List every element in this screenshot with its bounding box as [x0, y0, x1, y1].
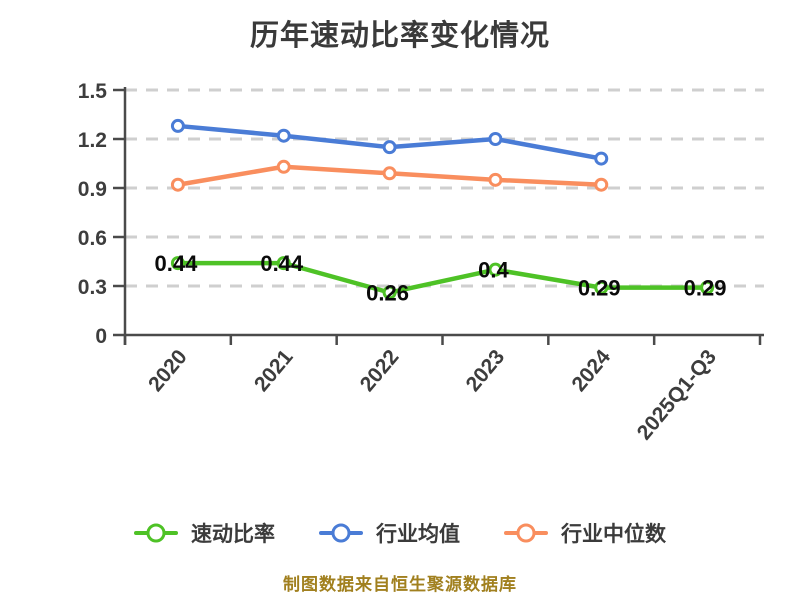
legend-label: 速动比率 — [191, 523, 275, 546]
data-point-label: 0.44 — [260, 251, 304, 276]
data-point — [382, 285, 397, 300]
legend-marker-icon — [504, 523, 548, 543]
x-tick-label: 2024 — [567, 345, 615, 396]
x-tick-label: 2022 — [356, 345, 404, 396]
y-axis: 0 0.3 0.6 0.9 1.2 1.5 — [78, 80, 127, 348]
chart-title: 历年速动比率变化情况 — [249, 20, 550, 52]
x-axis: 2020 2021 2022 2023 2024 2025Q1-Q3 — [123, 333, 764, 444]
x-tick-label: 2021 — [250, 345, 298, 396]
data-source-note: 制图数据来自恒生聚源数据库 — [283, 575, 517, 594]
legend-label: 行业均值 — [376, 523, 460, 546]
legend-item-industry-median: 行业中位数 — [504, 518, 666, 548]
data-point — [488, 172, 503, 187]
data-point — [382, 140, 397, 155]
y-tick-label: 0.9 — [78, 178, 107, 201]
data-point — [382, 166, 397, 181]
line-chart: 0 0.3 0.6 0.9 1.2 1.5 2020 2021 2022 2023 2024 2025… — [78, 80, 764, 444]
y-tick-label: 0 — [95, 325, 107, 348]
data-point-label: 0.4 — [478, 258, 509, 283]
legend: 速动比率 行业均值 行业中位数 — [0, 518, 800, 548]
data-point — [488, 262, 503, 277]
data-point — [700, 280, 715, 295]
legend-item-industry-mean: 行业均值 — [319, 518, 460, 548]
data-point — [170, 118, 185, 133]
x-tick-label: 2025Q1-Q3 — [633, 345, 721, 444]
legend-label: 行业中位数 — [561, 523, 666, 546]
y-tick-label: 0.3 — [78, 276, 107, 299]
data-point-label: 0.26 — [366, 281, 409, 306]
series-行业均值 — [170, 118, 609, 166]
x-tick-label: 2020 — [144, 345, 192, 396]
data-point — [488, 132, 503, 146]
data-point — [594, 151, 609, 166]
y-tick-label: 1.2 — [78, 129, 107, 152]
data-point-label: 0.29 — [578, 276, 621, 301]
legend-marker-icon — [319, 523, 363, 543]
series-速动比率 — [170, 256, 715, 300]
data-point — [170, 177, 185, 192]
x-tick-label: 2023 — [462, 345, 510, 396]
y-tick-label: 0.6 — [78, 227, 107, 250]
data-point — [276, 256, 291, 271]
data-point — [276, 128, 291, 143]
legend-item-quick-ratio: 速动比率 — [134, 518, 275, 548]
data-point — [276, 159, 291, 174]
data-labels: 0.44 0.44 0.26 0.4 0.29 0.29 — [155, 251, 727, 305]
data-point-label: 0.29 — [684, 276, 727, 301]
data-point — [594, 177, 609, 192]
data-point-label: 0.44 — [155, 251, 199, 276]
y-tick-label: 1.5 — [78, 80, 108, 103]
legend-marker-icon — [134, 523, 178, 543]
data-point — [170, 256, 185, 271]
data-point — [594, 280, 609, 295]
series-行业中位数 — [170, 159, 609, 192]
gridlines — [125, 88, 764, 288]
